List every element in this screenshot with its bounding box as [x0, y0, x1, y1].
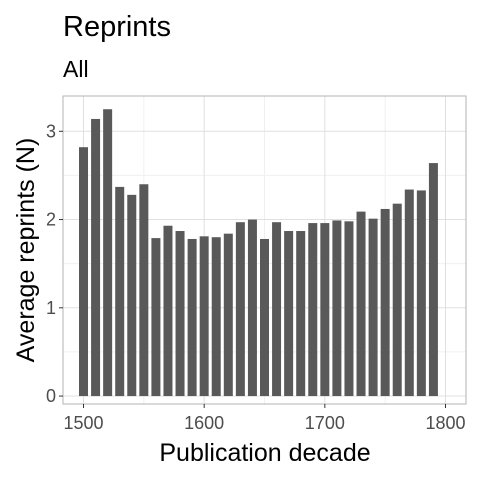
bar — [139, 184, 149, 397]
bar — [79, 147, 89, 397]
bar — [187, 238, 197, 397]
bar — [151, 238, 161, 397]
x-tick-label: 1800 — [425, 413, 465, 433]
bar — [115, 186, 125, 397]
x-axis: 1500 1600 1700 1800 — [63, 404, 466, 433]
x-tick-label: 1700 — [305, 413, 345, 433]
bar — [211, 237, 221, 397]
bar — [368, 218, 378, 397]
bar — [320, 223, 330, 397]
x-tick-label: 1500 — [63, 413, 103, 433]
chart-subtitle: All — [63, 56, 89, 82]
bar — [235, 222, 245, 397]
y-tick-label: 1 — [46, 298, 56, 318]
bar — [392, 203, 402, 397]
bar — [163, 225, 173, 397]
bar — [103, 109, 113, 397]
y-tick-label: 0 — [46, 386, 56, 406]
bar — [380, 208, 390, 397]
bar — [247, 219, 257, 397]
bar — [428, 163, 438, 397]
bar — [344, 221, 354, 397]
bar — [272, 222, 282, 397]
bar — [199, 236, 209, 397]
bar — [332, 220, 342, 397]
y-axis-title: Average reprints (N) — [12, 138, 40, 363]
bar — [356, 211, 366, 397]
bar — [404, 189, 414, 397]
bar — [296, 231, 306, 397]
bar — [416, 190, 426, 397]
bar — [175, 231, 185, 397]
chart-title: Reprints — [63, 11, 171, 43]
bar — [91, 118, 101, 397]
x-axis-title: Publication decade — [159, 439, 370, 467]
x-tick-label: 1600 — [184, 413, 224, 433]
bar — [260, 238, 269, 397]
plot-panel — [62, 95, 467, 405]
panel-border — [62, 95, 467, 405]
bars — [79, 109, 438, 397]
y-axis: 0 1 2 3 — [46, 121, 63, 406]
y-tick-label: 3 — [46, 121, 56, 141]
bar — [284, 231, 294, 397]
bar — [127, 194, 137, 397]
y-tick-label: 2 — [46, 210, 56, 230]
bar — [308, 223, 318, 397]
bar — [223, 233, 233, 397]
